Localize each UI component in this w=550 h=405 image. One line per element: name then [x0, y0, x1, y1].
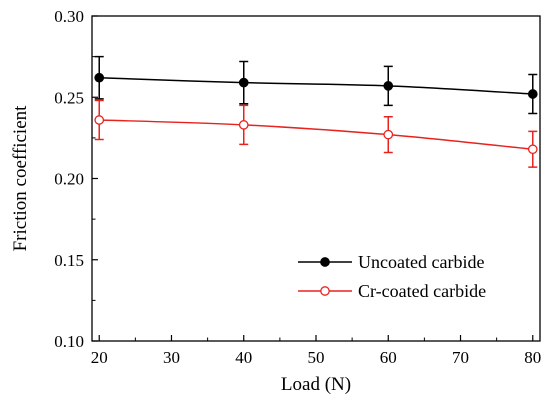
legend-label: Uncoated carbide [358, 252, 484, 272]
series-cr-coated [94, 99, 538, 168]
ticks-layer: 20 30 40 50 60 70 80 0.10 0.15 0.20 0.25 0.30 [54, 7, 541, 367]
y-axis-label: Friction coefficient [10, 105, 31, 252]
legend-marker [320, 286, 330, 296]
x-axis-label: Load (N) [281, 374, 351, 395]
series-line [99, 119, 533, 150]
x-tick-label: 70 [452, 348, 469, 367]
x-tick-label: 80 [524, 348, 541, 367]
data-point [238, 120, 249, 130]
y-tick-label: 0.15 [54, 251, 84, 270]
x-tick-label: 20 [91, 348, 108, 367]
x-tick-label: 50 [308, 348, 325, 367]
data-point [527, 89, 538, 99]
legend-marker [320, 257, 330, 267]
data-point [383, 81, 394, 91]
data-point [383, 129, 394, 140]
data-point [94, 72, 105, 83]
x-tick-label: 40 [235, 348, 252, 367]
series-uncoated [94, 55, 538, 115]
x-tick-label: 60 [380, 348, 397, 367]
series-line [99, 77, 533, 95]
y-tick-label: 0.10 [54, 332, 84, 351]
x-tick-label: 30 [163, 348, 180, 367]
series-layer [94, 55, 538, 168]
legend-entry: Uncoated carbide [298, 252, 484, 272]
plot-frame [91, 15, 541, 342]
data-point [94, 115, 105, 125]
legend-label: Cr-coated carbide [358, 281, 486, 301]
data-point [238, 77, 249, 88]
legend: Uncoated carbide Cr-coated carbide [298, 252, 486, 301]
y-tick-label: 0.25 [54, 88, 84, 107]
legend-entry: Cr-coated carbide [298, 281, 486, 301]
y-tick-label: 0.20 [54, 170, 84, 189]
y-tick-label: 0.30 [54, 7, 84, 26]
data-point [527, 144, 538, 155]
